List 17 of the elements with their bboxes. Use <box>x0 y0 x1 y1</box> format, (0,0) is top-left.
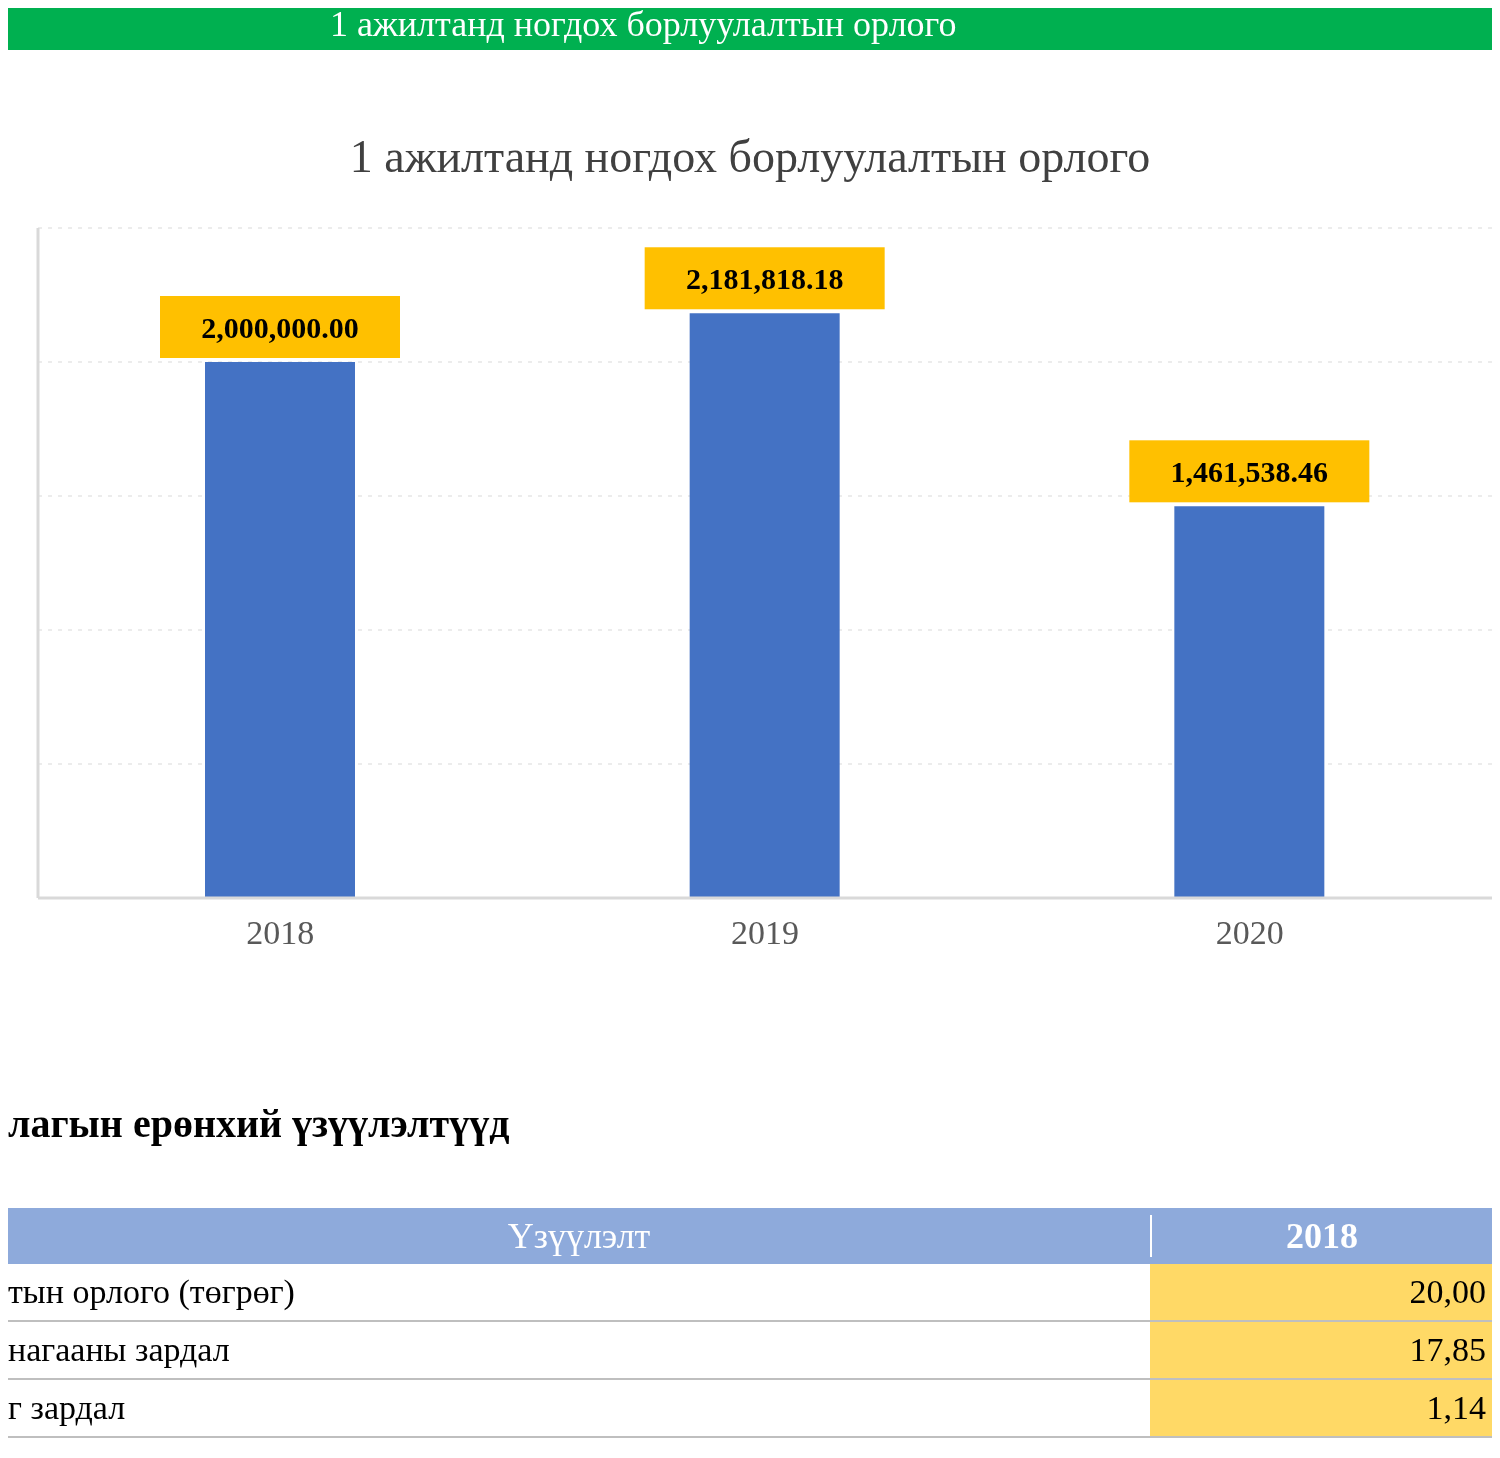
data-label: 2,181,818.18 <box>685 261 844 295</box>
text: лагын ерөнхий үзүүлэлтүүд <box>8 1100 510 1147</box>
data-label: 1,461,538.46 <box>1170 454 1329 488</box>
text: г зардал <box>8 1389 127 1427</box>
text: 20,00 <box>1150 1264 1492 1320</box>
text: Үзүүлэлт <box>8 1215 1152 1257</box>
x-tick-label: 2020 <box>1215 914 1284 952</box>
text: 17,85 <box>1150 1322 1492 1378</box>
text: тын орлого (төгрөг) <box>8 1273 296 1311</box>
text: 2018 <box>1285 1215 1359 1257</box>
x-tick-label: 2019 <box>731 914 799 952</box>
text: 1 ажилтанд ногдох борлуулалтын орлого <box>330 7 957 44</box>
x-tick-label: 2018 <box>246 914 315 952</box>
data-label: 2,000,000.00 <box>201 310 359 344</box>
text: нагааны зардал <box>8 1331 231 1369</box>
text: 1,14 <box>1150 1380 1492 1436</box>
chart-title: 1 ажилтанд ногдох борлуулалтын орлого <box>348 130 1152 183</box>
